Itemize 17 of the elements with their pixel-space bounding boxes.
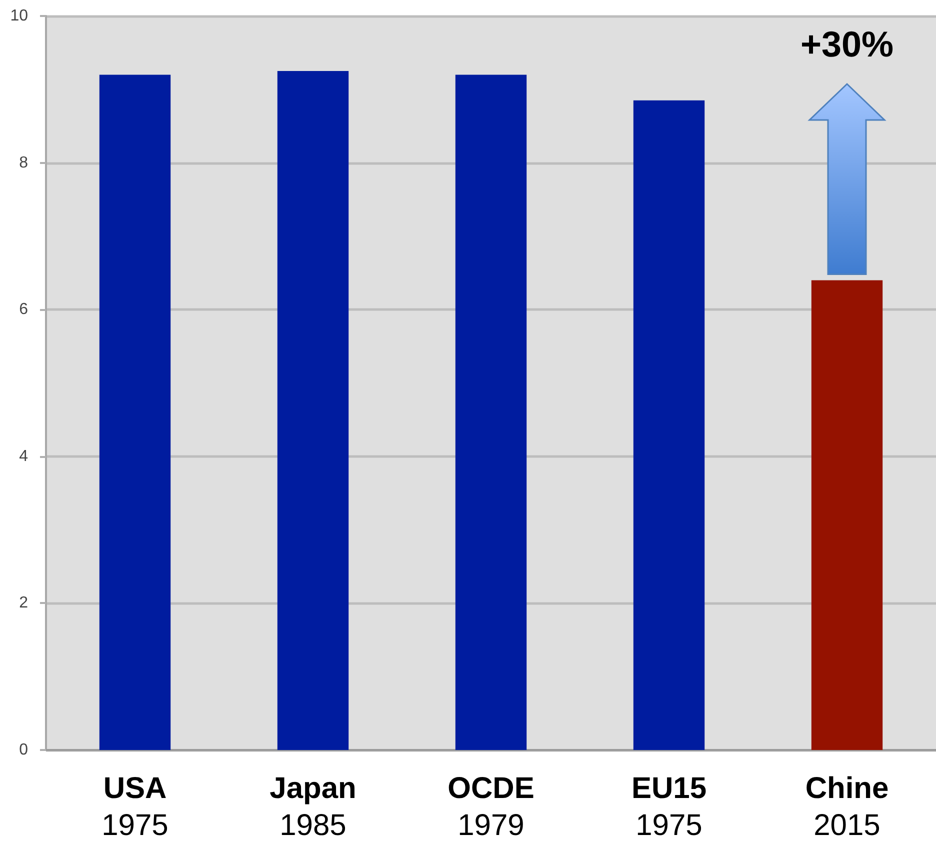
- y-tick-label: 8: [19, 154, 28, 172]
- bar: [99, 74, 171, 750]
- y-tick-label: 4: [19, 448, 28, 465]
- x-tick-label: OCDE 1979: [448, 772, 534, 841]
- y-tick-label: 6: [19, 301, 28, 318]
- x-tick-label: EU15 1975: [631, 772, 707, 841]
- bar: [455, 74, 527, 750]
- x-tick-label: Japan 1985: [270, 772, 356, 841]
- x-tick-label: USA 1975: [102, 772, 168, 841]
- annotation: +30%: [800, 24, 894, 64]
- bar: [811, 280, 883, 750]
- y-tick-label: 0: [19, 742, 28, 758]
- y-tick-label: 10: [10, 8, 28, 24]
- y-tick-label: 2: [19, 594, 28, 612]
- bar: [633, 100, 705, 750]
- x-tick-label: Chine 2015: [805, 772, 889, 841]
- bar: [277, 71, 349, 750]
